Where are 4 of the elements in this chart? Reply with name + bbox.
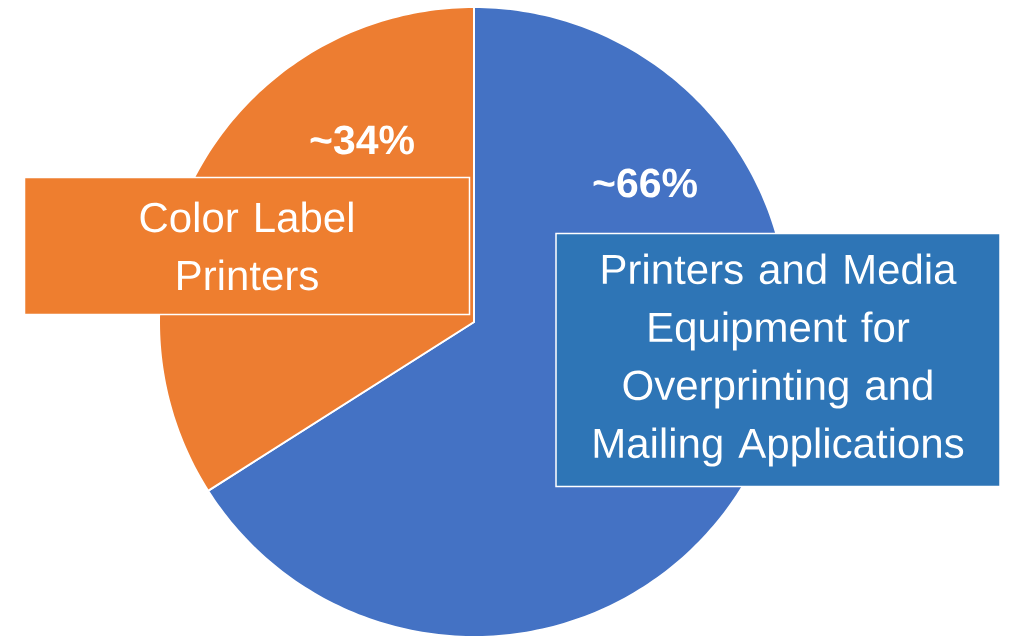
data-label: ~34% <box>310 125 414 155</box>
slice-label: Color Label Printers <box>140 201 353 291</box>
data-label: ~66% <box>593 168 697 198</box>
slice-label: Printers and Media Equipment for Overprinting and Mailing Applications <box>594 253 964 467</box>
